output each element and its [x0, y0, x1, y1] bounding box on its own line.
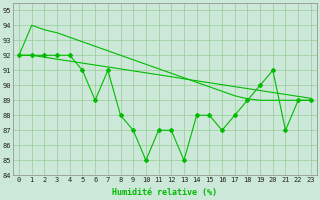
X-axis label: Humidité relative (%): Humidité relative (%) — [112, 188, 218, 197]
